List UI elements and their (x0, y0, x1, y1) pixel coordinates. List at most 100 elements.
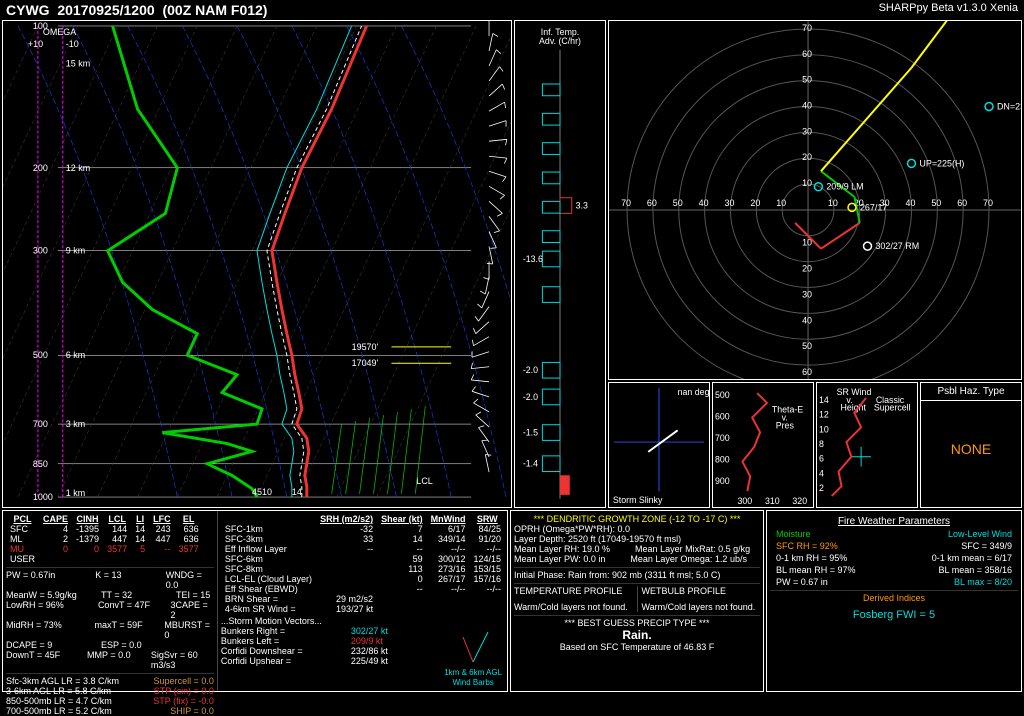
dend-nf1: Warm/Cold layers not found. (514, 602, 633, 612)
skewt-panel: 1000850700500300200100OMEGA+10-101 km3 k… (2, 20, 512, 508)
haz-value: NONE (921, 441, 1021, 457)
version-label: SHARPpy Beta v1.3.0 Xenia (879, 2, 1018, 14)
dend-title: *** DENDRITIC GROWTH ZONE (-12 TO -17 C)… (514, 514, 760, 524)
svg-text:10: 10 (828, 198, 838, 208)
svg-text:40: 40 (699, 198, 709, 208)
skewt-svg: 1000850700500300200100OMEGA+10-101 km3 k… (3, 21, 511, 507)
svg-text:-1.5: -1.5 (523, 427, 538, 437)
svg-text:10: 10 (776, 198, 786, 208)
dend-based: Based on SFC Temperature of 46.83 F (514, 642, 760, 652)
svg-text:10: 10 (819, 424, 829, 434)
barbs-label: 1km & 6km AGL Wind Barbs (444, 627, 502, 687)
svg-text:UP=225(H): UP=225(H) (919, 158, 964, 168)
svg-text:nan deg: nan deg (678, 387, 709, 397)
dend-tprof: TEMPERATURE PROFILE (514, 586, 633, 596)
svg-text:-13.6: -13.6 (523, 254, 543, 264)
svg-text:30: 30 (802, 126, 812, 136)
svg-text:10: 10 (802, 178, 812, 188)
svg-text:20: 20 (802, 152, 812, 162)
svg-text:300: 300 (33, 246, 48, 256)
dend-nf2: Warm/Cold layers not found. (642, 602, 761, 612)
svg-text:Supercell: Supercell (874, 403, 911, 413)
svg-text:Adv. (C/hr): Adv. (C/hr) (539, 36, 581, 46)
thermo-panel: PCLCAPECINHLCLLILFCELSFC4-13951441424363… (2, 510, 508, 692)
svg-text:6: 6 (819, 454, 824, 464)
svg-text:500: 500 (715, 390, 730, 400)
svg-text:20: 20 (750, 198, 760, 208)
fire-fwi: Fosberg FWI = 5 (770, 609, 1018, 621)
svg-text:310: 310 (765, 496, 780, 506)
svg-text:8: 8 (819, 439, 824, 449)
kinematics-table: SRH (m2/s2)Shear (kt)MnWindSRWSFC-1km-32… (221, 514, 505, 614)
fire-wind: Low-Level Wind (948, 529, 1012, 539)
slinky-panel: nan deg Storm Slinky (608, 382, 710, 508)
svg-text:SR Wind: SR Wind (837, 387, 872, 397)
svg-text:209/9 LM: 209/9 LM (826, 182, 863, 192)
svg-text:-1.4: -1.4 (523, 459, 538, 469)
svg-text:50: 50 (802, 75, 812, 85)
hodo-svg: 1010101020202020303030304040404050505050… (609, 21, 1021, 379)
svg-text:302/27 RM: 302/27 RM (875, 241, 919, 251)
dend-initial: Initial Phase: Rain from: 902 mb (3311 f… (514, 567, 760, 580)
pcl-table: PCLCAPECINHLCLLILFCELSFC4-13951441424363… (6, 514, 203, 564)
svg-text:40: 40 (802, 101, 812, 111)
svg-text:50: 50 (673, 198, 683, 208)
fire-title: Fire Weather Parameters (770, 516, 1018, 527)
svg-text:200: 200 (33, 163, 48, 173)
dendritic-panel: *** DENDRITIC GROWTH ZONE (-12 TO -17 C)… (510, 510, 764, 692)
svg-text:9 km: 9 km (66, 246, 85, 256)
advection-svg: Inf. Temp.Adv. (C/hr)3.3-13.6-2.0-2.0-1.… (515, 21, 605, 507)
svg-text:700: 700 (715, 433, 730, 443)
svg-text:30: 30 (802, 289, 812, 299)
hazard-panel: Psbl Haz. Type NONE (920, 382, 1022, 508)
srwind-panel: 2468101214SR Windv.HeightClassicSupercel… (816, 382, 918, 508)
svg-text:6 km: 6 km (66, 350, 85, 360)
svg-text:Storm Slinky: Storm Slinky (613, 495, 663, 505)
hodograph-panel: 1010101020202020303030304040404050505050… (608, 20, 1022, 380)
svg-text:10: 10 (262, 487, 272, 497)
svg-text:17049': 17049' (352, 358, 379, 368)
svg-text:14: 14 (819, 395, 829, 405)
svg-text:LCL: LCL (416, 476, 432, 486)
fire-panel: Fire Weather Parameters Moisture Low-Leve… (766, 510, 1022, 692)
svg-text:3.3: 3.3 (576, 200, 588, 210)
svg-text:850: 850 (33, 459, 48, 469)
svg-text:14: 14 (292, 487, 302, 497)
svg-text:60: 60 (647, 198, 657, 208)
dend-best: *** BEST GUESS PRECIP TYPE *** (514, 618, 760, 628)
svg-text:20: 20 (802, 264, 812, 274)
svg-text:45: 45 (252, 487, 262, 497)
svg-text:-2.0: -2.0 (523, 365, 538, 375)
dend-ptype: Rain. (514, 628, 760, 642)
dend-wprof: WETBULB PROFILE (642, 586, 761, 596)
svg-text:Pres: Pres (776, 420, 795, 430)
thetae-panel: 500600700800900300310320Theta-Ev.Pres (712, 382, 814, 508)
fire-moist: Moisture (776, 529, 811, 539)
svg-text:12: 12 (819, 410, 829, 420)
svg-text:50: 50 (931, 198, 941, 208)
svg-text:12 km: 12 km (66, 163, 90, 173)
svg-text:50: 50 (802, 341, 812, 351)
svg-text:40: 40 (802, 315, 812, 325)
svg-text:300: 300 (738, 496, 753, 506)
svg-text:3 km: 3 km (66, 419, 85, 429)
svg-text:15 km: 15 km (66, 58, 90, 68)
haz-title: Psbl Haz. Type (921, 383, 1021, 401)
svg-text:+10: +10 (28, 39, 43, 49)
svg-text:600: 600 (715, 412, 730, 422)
svg-text:267/17: 267/17 (860, 202, 887, 212)
svg-text:4: 4 (819, 468, 824, 478)
fire-derived: Derived Indices (770, 590, 1018, 603)
svg-text:-10: -10 (66, 39, 79, 49)
svg-text:320: 320 (792, 496, 807, 506)
svg-text:Height: Height (841, 403, 867, 413)
svg-text:2: 2 (819, 483, 824, 493)
svg-text:70: 70 (983, 198, 993, 208)
svg-text:60: 60 (802, 367, 812, 377)
svg-text:60: 60 (802, 49, 812, 59)
svg-text:700: 700 (33, 419, 48, 429)
svg-text:1000: 1000 (33, 492, 53, 502)
advection-panel: Inf. Temp.Adv. (C/hr)3.3-13.6-2.0-2.0-1.… (514, 20, 606, 508)
svg-text:70: 70 (621, 198, 631, 208)
svg-text:40: 40 (905, 198, 915, 208)
